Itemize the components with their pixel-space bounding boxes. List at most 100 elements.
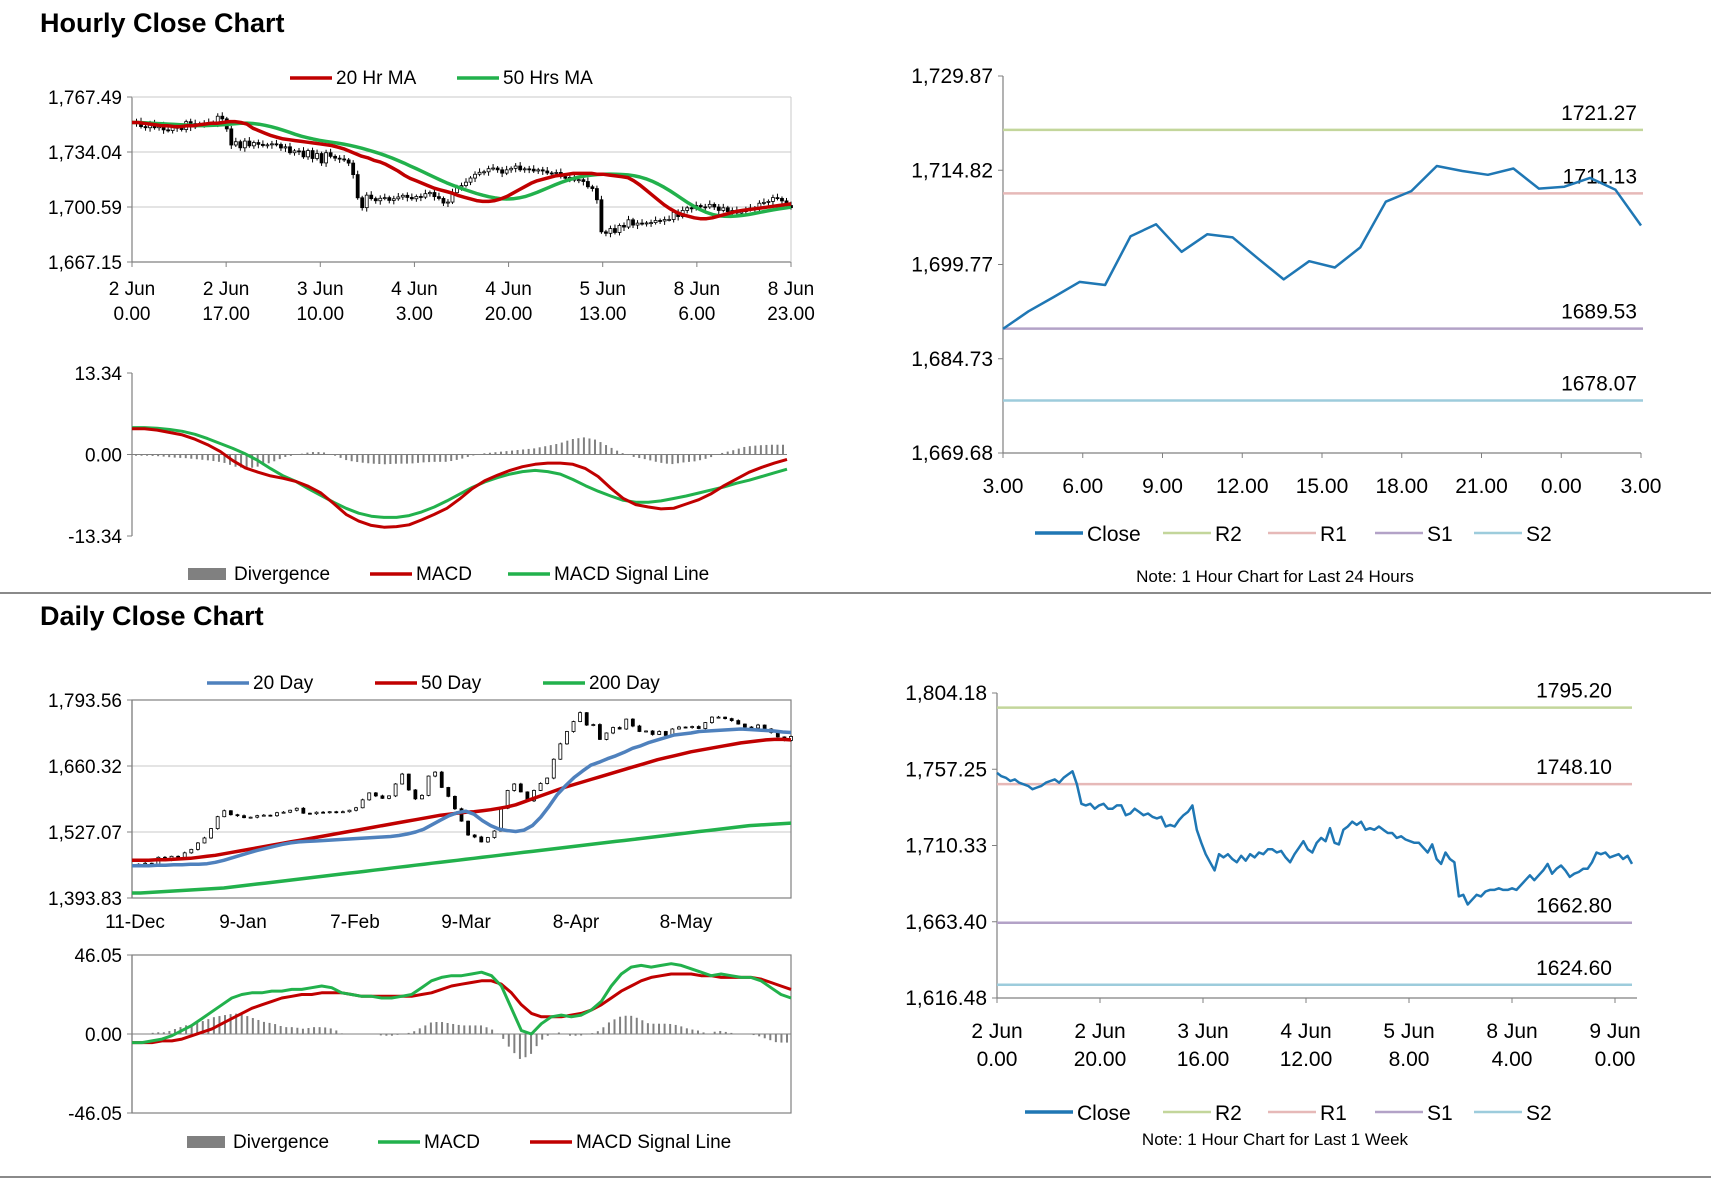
candle	[495, 167, 500, 171]
macd-signal-line	[132, 972, 792, 1045]
candle	[723, 716, 727, 720]
y-tick-label: 1,729.87	[911, 65, 993, 88]
candle	[591, 724, 596, 726]
y-tick-label: 1,714.82	[911, 159, 993, 182]
candle	[644, 222, 649, 225]
candle	[576, 179, 581, 182]
x-tick-label: 9 Jun	[1589, 1020, 1640, 1043]
candle	[391, 198, 396, 201]
candle	[716, 716, 721, 719]
candle	[308, 812, 312, 815]
candle	[255, 815, 260, 818]
candle	[513, 165, 518, 169]
x-tick-label: 2 Jun	[109, 279, 155, 300]
candle	[342, 158, 347, 161]
candle	[464, 181, 468, 187]
x-tick-label: 4 Jun	[485, 279, 531, 300]
x-tick-label: 0.00	[114, 304, 151, 325]
x-tick-label: 10.00	[297, 304, 345, 325]
x-tick-label: 8 Jun	[1486, 1020, 1537, 1043]
candle	[242, 140, 247, 149]
candle	[540, 169, 545, 172]
legend-label: MACD	[424, 1132, 480, 1153]
x-tick-label: 16.00	[1177, 1048, 1230, 1071]
x-tick-label: 4.00	[1492, 1048, 1533, 1071]
candle	[545, 777, 550, 784]
candle	[667, 219, 672, 221]
candle	[283, 146, 288, 149]
candle	[275, 812, 279, 817]
x-tick-label: 17.00	[202, 304, 250, 325]
legend-label: 20 Hr MA	[336, 68, 417, 89]
candle	[459, 808, 464, 822]
candle	[182, 852, 187, 858]
y-tick-label: 1,793.56	[48, 691, 122, 712]
candle	[409, 197, 414, 200]
candle	[202, 837, 207, 844]
candle	[710, 716, 714, 723]
candle	[509, 167, 514, 171]
candle	[233, 141, 238, 146]
candle	[690, 726, 695, 728]
candle	[228, 810, 233, 816]
candle	[554, 172, 559, 174]
candle	[251, 142, 256, 147]
x-tick-label: 9-Jan	[219, 912, 267, 933]
candle	[479, 836, 484, 843]
candle	[414, 196, 419, 200]
y-tick-label: 1,734.04	[48, 143, 122, 164]
candle	[677, 726, 681, 730]
ma20-line	[132, 119, 792, 221]
macd-signal-line	[132, 426, 788, 519]
candle	[536, 169, 541, 172]
candle	[581, 179, 586, 182]
candle	[260, 143, 265, 146]
candle	[545, 170, 550, 174]
candle	[354, 807, 358, 811]
candle	[532, 790, 536, 802]
candle	[644, 730, 648, 733]
candle	[637, 725, 642, 732]
chart-note: Note: 1 Hour Chart for Last 24 Hours	[1136, 567, 1414, 586]
candle	[328, 152, 333, 157]
legend-swatch	[187, 1136, 225, 1148]
candle	[446, 201, 450, 204]
ma20-day-line	[132, 727, 792, 868]
macd-line	[132, 427, 788, 529]
candle	[420, 794, 424, 800]
candle	[771, 197, 775, 202]
daily-section-title: Daily Close Chart	[40, 601, 264, 631]
candle	[441, 198, 446, 204]
candle	[301, 150, 306, 158]
candle	[265, 144, 270, 147]
candle	[288, 809, 293, 813]
y-tick-label: 1,660.32	[48, 757, 122, 778]
candle	[315, 153, 319, 159]
candle	[310, 150, 315, 159]
candle	[400, 194, 405, 198]
candle	[324, 152, 328, 164]
candle	[367, 792, 372, 801]
candle	[256, 142, 261, 145]
candle	[482, 171, 486, 174]
level-label-s1: 1689.53	[1561, 301, 1637, 324]
legend-label: S2	[1526, 523, 1552, 546]
y-tick-label: 1,527.07	[48, 823, 122, 844]
x-tick-label: 8.00	[1389, 1048, 1430, 1071]
candle	[662, 219, 667, 222]
candle	[527, 168, 532, 171]
candle	[288, 146, 292, 154]
x-tick-label: 9-Mar	[441, 912, 491, 933]
candle	[281, 811, 286, 814]
candle	[166, 129, 171, 132]
y-tick-label: 13.34	[74, 364, 122, 385]
candle	[698, 205, 703, 208]
candle	[631, 219, 635, 226]
x-tick-label: 12.00	[1216, 475, 1269, 498]
candle	[143, 126, 148, 129]
legend-label: MACD	[416, 564, 472, 585]
candle	[630, 718, 635, 727]
legend-label: MACD Signal Line	[576, 1132, 731, 1153]
x-tick-label: 8 Jun	[768, 279, 814, 300]
x-tick-label: 6.00	[678, 304, 715, 325]
